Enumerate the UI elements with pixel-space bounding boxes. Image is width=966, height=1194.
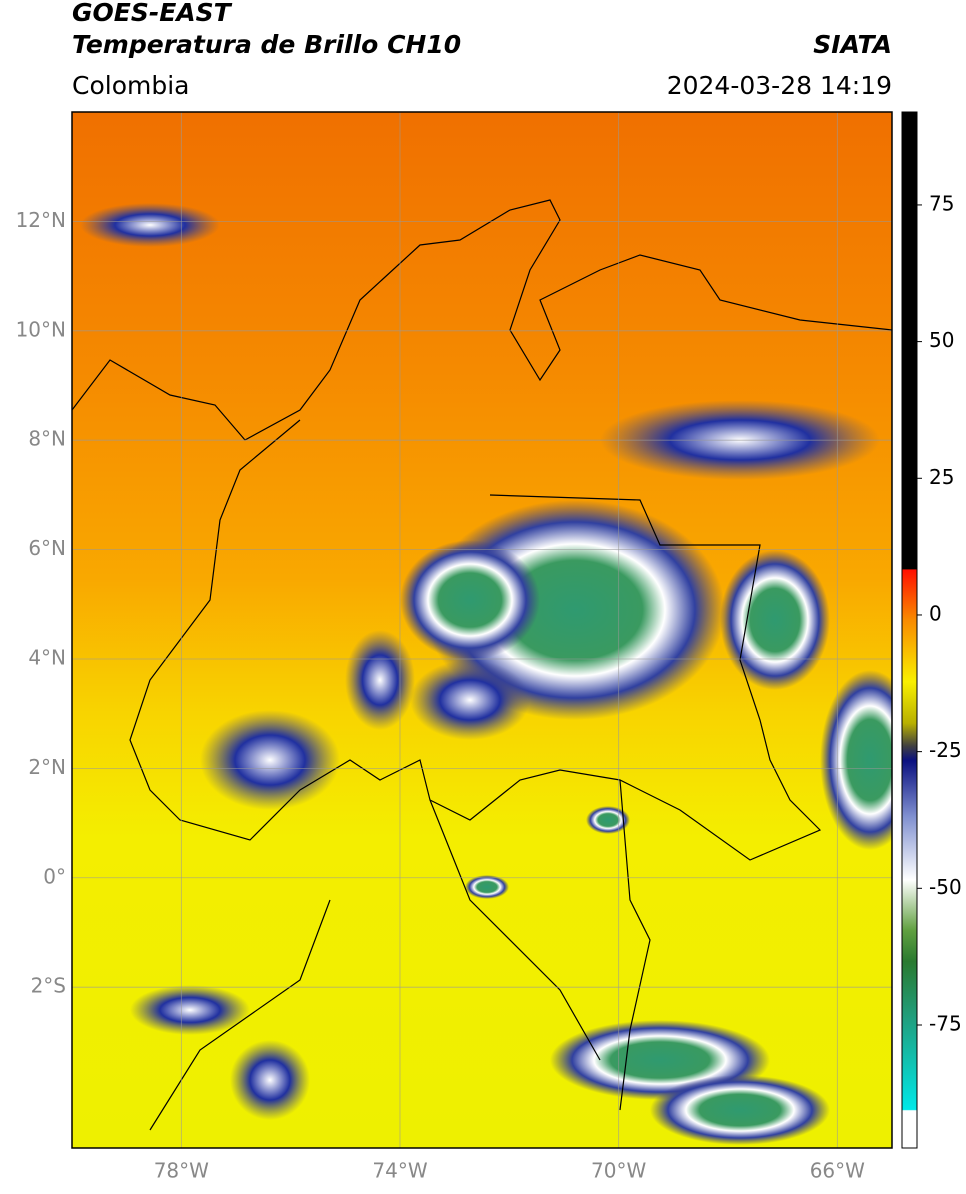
cloud (80, 203, 220, 247)
cloud (820, 670, 892, 850)
lat-tick-label: 0° (43, 864, 66, 888)
lat-tick-label: 2°N (28, 755, 66, 779)
colorbar-tick-label: -25 (929, 738, 962, 762)
colorbar-tick-label: -75 (929, 1011, 962, 1035)
colorbar-tick-label: 50 (929, 328, 954, 352)
lon-tick-label: 78°W (154, 1159, 209, 1183)
cloud (400, 540, 540, 660)
lon-tick-label: 70°W (591, 1159, 646, 1183)
lon-tick-label: 74°W (372, 1159, 427, 1183)
colorbar-tick-label: 0 (929, 601, 942, 625)
lat-tick-label: 10°N (16, 317, 66, 341)
source: SIATA (813, 30, 892, 59)
region: Colombia (72, 71, 189, 100)
lon-tick-label: 66°W (810, 1159, 865, 1183)
lat-tick-label: 4°N (28, 645, 66, 669)
lat-tick-label: 2°S (31, 974, 66, 998)
cloud (720, 550, 830, 690)
colorbar (901, 111, 918, 1149)
datetime: 2024-03-28 14:19 (667, 71, 892, 100)
colorbar-tick-label: 25 (929, 465, 954, 489)
coastline (72, 199, 892, 441)
cloud (130, 985, 250, 1035)
cloud (345, 630, 415, 730)
graticule (72, 112, 892, 1148)
lat-tick-label: 6°N (28, 536, 66, 560)
lat-tick-label: 8°N (28, 427, 66, 451)
title-line1: GOES-EAST (72, 0, 233, 27)
border (129, 419, 822, 861)
colorbar-tick-label: 75 (929, 191, 954, 215)
map-frame (71, 111, 893, 1149)
cloud (650, 1075, 830, 1145)
cloud (410, 660, 530, 740)
cloud (465, 875, 509, 899)
lat-tick-label: 12°N (16, 208, 66, 232)
map-imagery (72, 112, 892, 1148)
colorbar-tick-label: -50 (929, 875, 962, 899)
cloud (200, 710, 340, 810)
cloud (230, 1040, 310, 1120)
border (149, 779, 651, 1131)
title-line2: Temperatura de Brillo CH10 (72, 30, 461, 59)
